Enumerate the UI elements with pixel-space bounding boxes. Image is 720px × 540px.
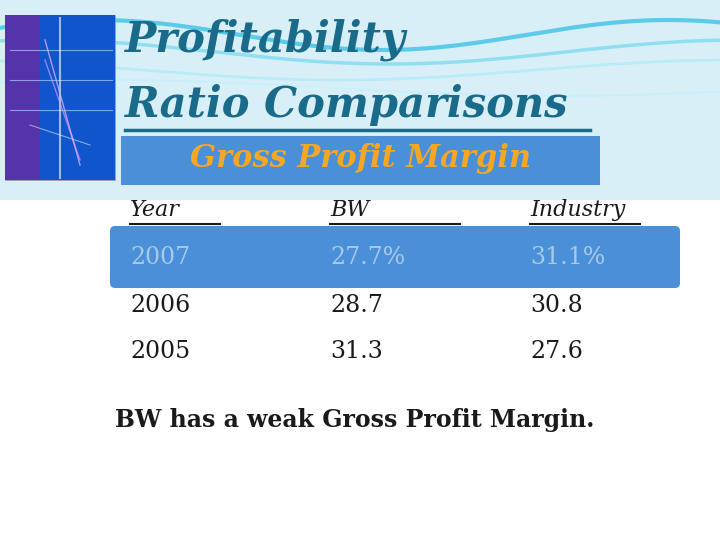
- Text: Year: Year: [130, 199, 180, 221]
- FancyBboxPatch shape: [0, 200, 720, 540]
- Text: BW has a weak Gross Profit Margin.: BW has a weak Gross Profit Margin.: [115, 408, 595, 432]
- FancyBboxPatch shape: [120, 135, 600, 185]
- Text: 31.1%: 31.1%: [530, 246, 606, 269]
- FancyBboxPatch shape: [0, 0, 720, 200]
- Text: 27.6: 27.6: [530, 341, 583, 363]
- FancyBboxPatch shape: [5, 15, 40, 180]
- Text: 2005: 2005: [130, 341, 190, 363]
- Text: 2007: 2007: [130, 246, 190, 269]
- Text: 27.7%: 27.7%: [330, 246, 405, 269]
- Text: Ratio Comparisons: Ratio Comparisons: [125, 84, 569, 126]
- Text: Industry: Industry: [530, 199, 626, 221]
- Text: Profitability: Profitability: [125, 19, 406, 61]
- FancyBboxPatch shape: [110, 226, 680, 288]
- Text: 31.3: 31.3: [330, 341, 383, 363]
- Text: BW: BW: [330, 199, 369, 221]
- FancyBboxPatch shape: [40, 15, 115, 180]
- Text: Gross Profit Margin: Gross Profit Margin: [189, 143, 531, 173]
- Text: 28.7: 28.7: [330, 294, 383, 316]
- Text: 2006: 2006: [130, 294, 190, 316]
- Text: 30.8: 30.8: [530, 294, 582, 316]
- FancyBboxPatch shape: [5, 15, 115, 180]
